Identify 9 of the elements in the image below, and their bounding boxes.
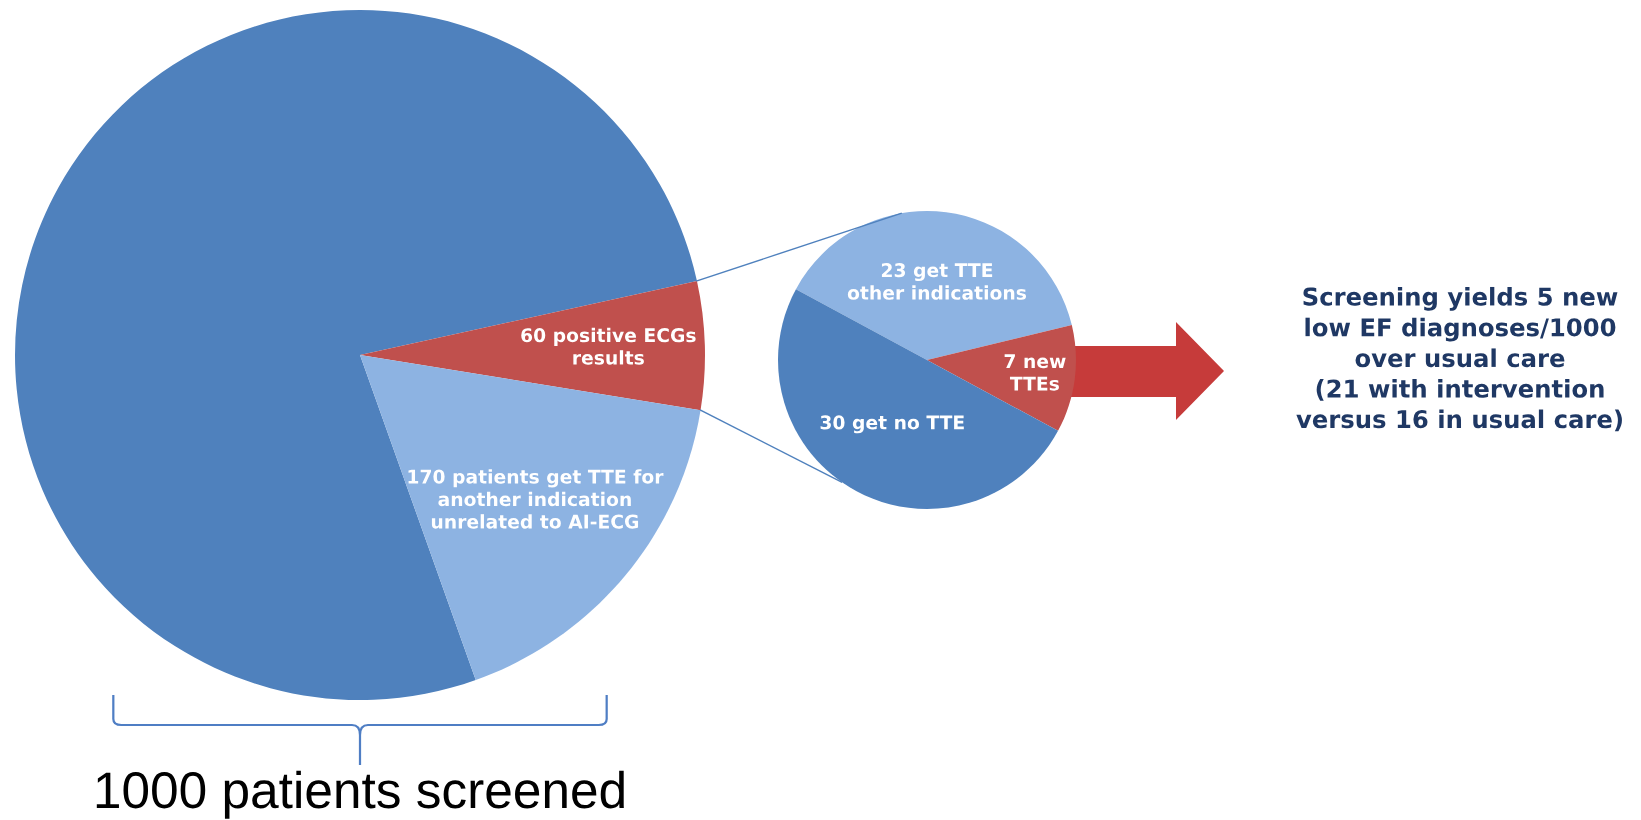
text: Screening yields 5 new low EF diagnoses/1000 over usual care (21 with intervention versus 16 in usual care) [1296, 286, 1622, 432]
slice-label: 170 patients get TTE for another indication unrelated to AI-ECG [408, 469, 664, 529]
pie-slice [927, 324, 1076, 431]
slice-label: 30 get no TTE [820, 415, 964, 434]
slice-label: 60 positive ECGs results [521, 327, 696, 365]
pie-slice [360, 280, 705, 411]
text: 1000 patients screened [96, 770, 624, 819]
slice-label: 23 get TTE other indications [847, 263, 1027, 300]
slice-label: 7 new TTEs [1004, 354, 1066, 391]
